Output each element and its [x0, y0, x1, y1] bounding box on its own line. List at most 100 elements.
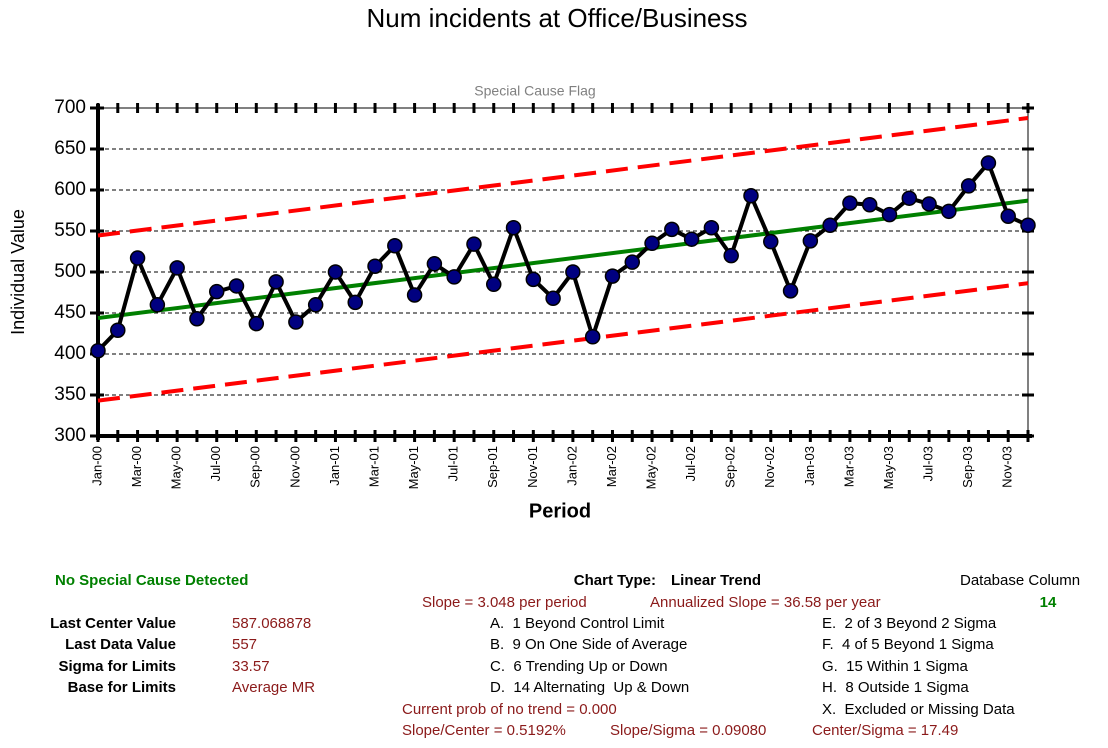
slope-center: Slope/Center = 0.5192%	[402, 722, 566, 739]
data-point	[189, 310, 205, 327]
y-tick-label: 650	[54, 138, 86, 159]
status: No Special Cause Detected	[55, 572, 248, 589]
data-point	[584, 329, 601, 345]
data-point	[169, 260, 185, 276]
slope: Slope = 3.048 per period	[422, 594, 587, 611]
data-point	[881, 206, 898, 223]
x-tick-label: Sep-02	[723, 446, 738, 488]
rule: F. 4 of 5 Beyond 1 Sigma	[822, 636, 994, 653]
y-tick-label: 500	[54, 261, 86, 282]
data-point	[406, 287, 423, 303]
chart-title: Num incidents at Office/Business	[366, 3, 747, 33]
x-tick-label: Mar-01	[366, 446, 381, 487]
y-tick-label: 300	[54, 425, 86, 446]
data-point	[347, 294, 363, 311]
data-point	[604, 268, 621, 284]
x-tick-label: Mar-00	[129, 446, 144, 487]
data-point	[763, 233, 779, 250]
y-tick-label: 550	[54, 220, 86, 241]
data-point	[743, 187, 759, 204]
stat-label: Base for Limits	[68, 679, 176, 696]
data-point	[723, 247, 739, 264]
rule: C. 6 Trending Up or Down	[490, 658, 668, 675]
database-column: 14	[1040, 594, 1057, 611]
data-point	[565, 264, 581, 280]
data-point	[624, 254, 641, 270]
x-tick-label: Jul-02	[683, 446, 698, 481]
x-tick-label: Nov-00	[287, 446, 302, 488]
data-point	[208, 283, 225, 300]
stat-label: Sigma for Limits	[58, 658, 176, 675]
rule: A. 1 Beyond Control Limit	[490, 615, 665, 632]
data-point	[307, 297, 324, 313]
x-tick-label: Jan-03	[802, 446, 817, 486]
trend-line	[97, 198, 1029, 321]
data-point	[545, 290, 561, 306]
chart-type-label: Chart Type:	[574, 572, 656, 589]
x-tick-label: Sep-01	[485, 446, 500, 488]
data-point	[1020, 217, 1036, 234]
data-point	[861, 197, 878, 213]
y-tick-label: 400	[54, 343, 86, 364]
data-point	[110, 322, 126, 338]
rule: H. 8 Outside 1 Sigma	[822, 679, 969, 696]
data-point	[525, 271, 542, 288]
data-point	[683, 231, 700, 247]
data-point	[367, 258, 383, 275]
data-point	[644, 235, 660, 252]
rule: G. 15 Within 1 Sigma	[822, 658, 969, 675]
rule: E. 2 of 3 Beyond 2 Sigma	[822, 615, 997, 632]
data-point	[288, 314, 304, 330]
data-point	[505, 219, 522, 236]
data-point	[485, 276, 502, 293]
x-tick-label: Sep-03	[960, 446, 975, 488]
rule: D. 14 Alternating Up & Down	[490, 679, 689, 696]
x-tick-label: Jul-01	[446, 446, 461, 481]
data-point	[466, 236, 482, 252]
x-axis-label: Period	[529, 500, 591, 522]
chart-type: Linear Trend	[671, 572, 761, 589]
data-point	[129, 250, 146, 266]
data-point	[901, 190, 918, 206]
x-tick-label: May-02	[643, 446, 658, 489]
annualized-slope: Annualized Slope = 36.58 per year	[650, 594, 881, 611]
stat-value: 557	[232, 636, 257, 653]
rule: X. Excluded or Missing Data	[822, 701, 1015, 718]
data-point	[248, 315, 265, 332]
stat-value: 33.57	[232, 658, 270, 675]
stat-label: Last Data Value	[65, 636, 176, 653]
data-point	[921, 196, 937, 212]
x-tick-label: May-01	[406, 446, 421, 489]
data-point	[703, 219, 720, 236]
stat-label: Last Center Value	[50, 615, 176, 632]
data-point	[802, 233, 819, 249]
data-point	[842, 195, 858, 211]
y-axis-label: Individual Value	[8, 209, 28, 335]
center-sigma: Center/Sigma = 17.49	[812, 722, 958, 739]
x-tick-label: May-00	[169, 446, 184, 489]
data-point	[268, 274, 284, 290]
x-tick-label: Nov-01	[525, 446, 540, 488]
x-tick-label: May-03	[881, 446, 896, 489]
x-tick-label: Nov-03	[1000, 446, 1015, 488]
x-tick-label: Jul-03	[921, 446, 936, 481]
x-tick-label: Nov-02	[762, 446, 777, 488]
upper-limit	[97, 116, 1029, 238]
x-tick-label: Jan-00	[89, 446, 104, 486]
y-tick-label: 450	[54, 302, 86, 323]
x-tick-label: Jan-02	[564, 446, 579, 486]
data-point	[941, 203, 957, 220]
slope-sigma: Slope/Sigma = 0.09080	[610, 722, 766, 739]
chart-subtitle: Special Cause Flag	[474, 83, 595, 99]
x-tick-label: Sep-00	[248, 446, 263, 488]
database-column-label: Database Column	[960, 572, 1080, 589]
data-point	[822, 217, 838, 234]
data-point	[980, 155, 997, 171]
data-point	[387, 238, 403, 254]
prob: Current prob of no trend = 0.000	[402, 701, 617, 718]
data-point	[960, 178, 977, 194]
y-tick-label: 700	[54, 97, 86, 118]
data-point	[149, 297, 166, 313]
data-point	[228, 278, 245, 294]
